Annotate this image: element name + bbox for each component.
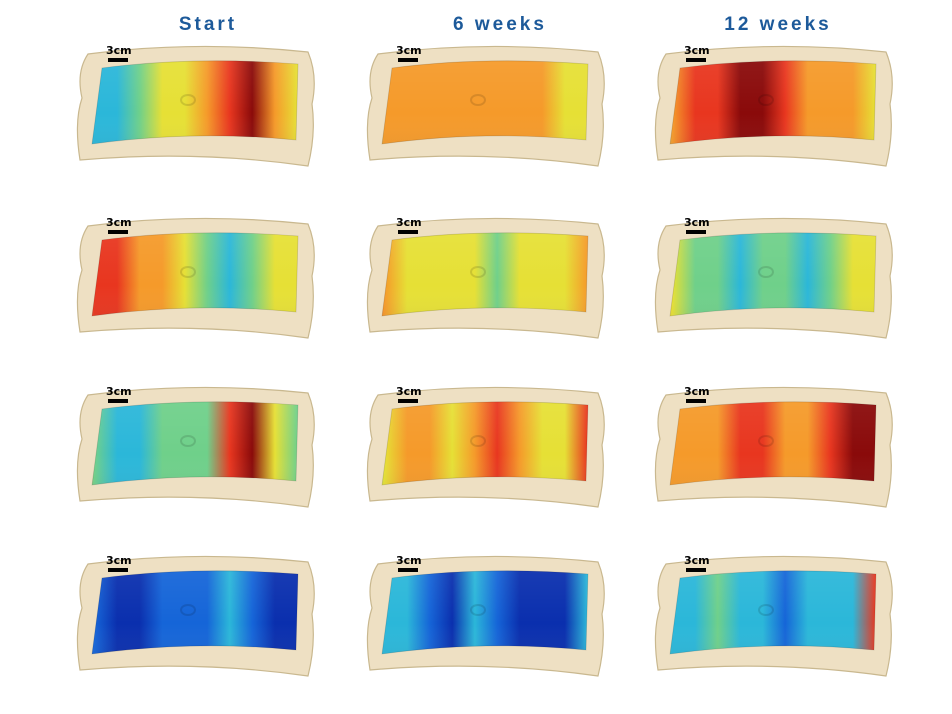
heatmap-area <box>91 570 299 655</box>
column-title-start: Start <box>178 14 238 35</box>
thermal-map-12-weeks-row-1: 3cm <box>654 44 893 167</box>
scale-bar <box>686 399 706 403</box>
thermal-map-6-weeks-row-1: 3cm <box>366 44 605 167</box>
scale-label: 3cm <box>396 216 422 229</box>
thermal-map-start-row-4: 3cm <box>76 554 315 677</box>
thermal-map-6-weeks-row-3: 3cm <box>366 385 605 508</box>
thermal-map-start-row-2: 3cm <box>76 216 315 339</box>
scale-bar <box>398 58 418 62</box>
thermal-map-12-weeks-row-3: 3cm <box>654 385 893 508</box>
heatmap-area <box>381 232 589 317</box>
heatmap-area <box>669 570 877 655</box>
scale-bar <box>686 568 706 572</box>
heatmap-area <box>669 232 877 317</box>
thermal-map-start-row-1: 3cm <box>76 44 315 167</box>
thermal-map-6-weeks-row-2: 3cm <box>366 216 605 339</box>
scale-bar <box>108 568 128 572</box>
scale-label: 3cm <box>106 44 132 57</box>
heatmap-area <box>381 401 589 486</box>
scale-bar <box>398 230 418 234</box>
scale-bar <box>108 399 128 403</box>
heatmap-area <box>91 60 299 145</box>
heatmap-area <box>381 60 589 145</box>
scale-bar <box>108 230 128 234</box>
scale-label: 3cm <box>106 385 132 398</box>
scale-bar <box>686 58 706 62</box>
heatmap-area <box>91 401 299 486</box>
scale-bar <box>108 58 128 62</box>
thermal-map-6-weeks-row-4: 3cm <box>366 554 605 677</box>
scale-bar <box>398 568 418 572</box>
scale-label: 3cm <box>684 216 710 229</box>
scale-label: 3cm <box>684 44 710 57</box>
column-title-12-weeks: 12 weeks <box>724 14 832 35</box>
scale-label: 3cm <box>396 385 422 398</box>
scale-bar <box>686 230 706 234</box>
scale-label: 3cm <box>106 554 132 567</box>
scale-label: 3cm <box>684 385 710 398</box>
thermal-map-start-row-3: 3cm <box>76 385 315 508</box>
heatmap-area <box>669 401 877 486</box>
scale-label: 3cm <box>396 554 422 567</box>
thermal-map-12-weeks-row-4: 3cm <box>654 554 893 677</box>
heatmap-area <box>381 570 589 655</box>
scale-label: 3cm <box>106 216 132 229</box>
scale-label: 3cm <box>684 554 710 567</box>
scale-bar <box>398 399 418 403</box>
column-title-6-weeks: 6 weeks <box>453 14 547 35</box>
heatmap-area <box>669 60 877 145</box>
thermal-map-12-weeks-row-2: 3cm <box>654 216 893 339</box>
scale-label: 3cm <box>396 44 422 57</box>
heatmap-area <box>91 232 299 317</box>
